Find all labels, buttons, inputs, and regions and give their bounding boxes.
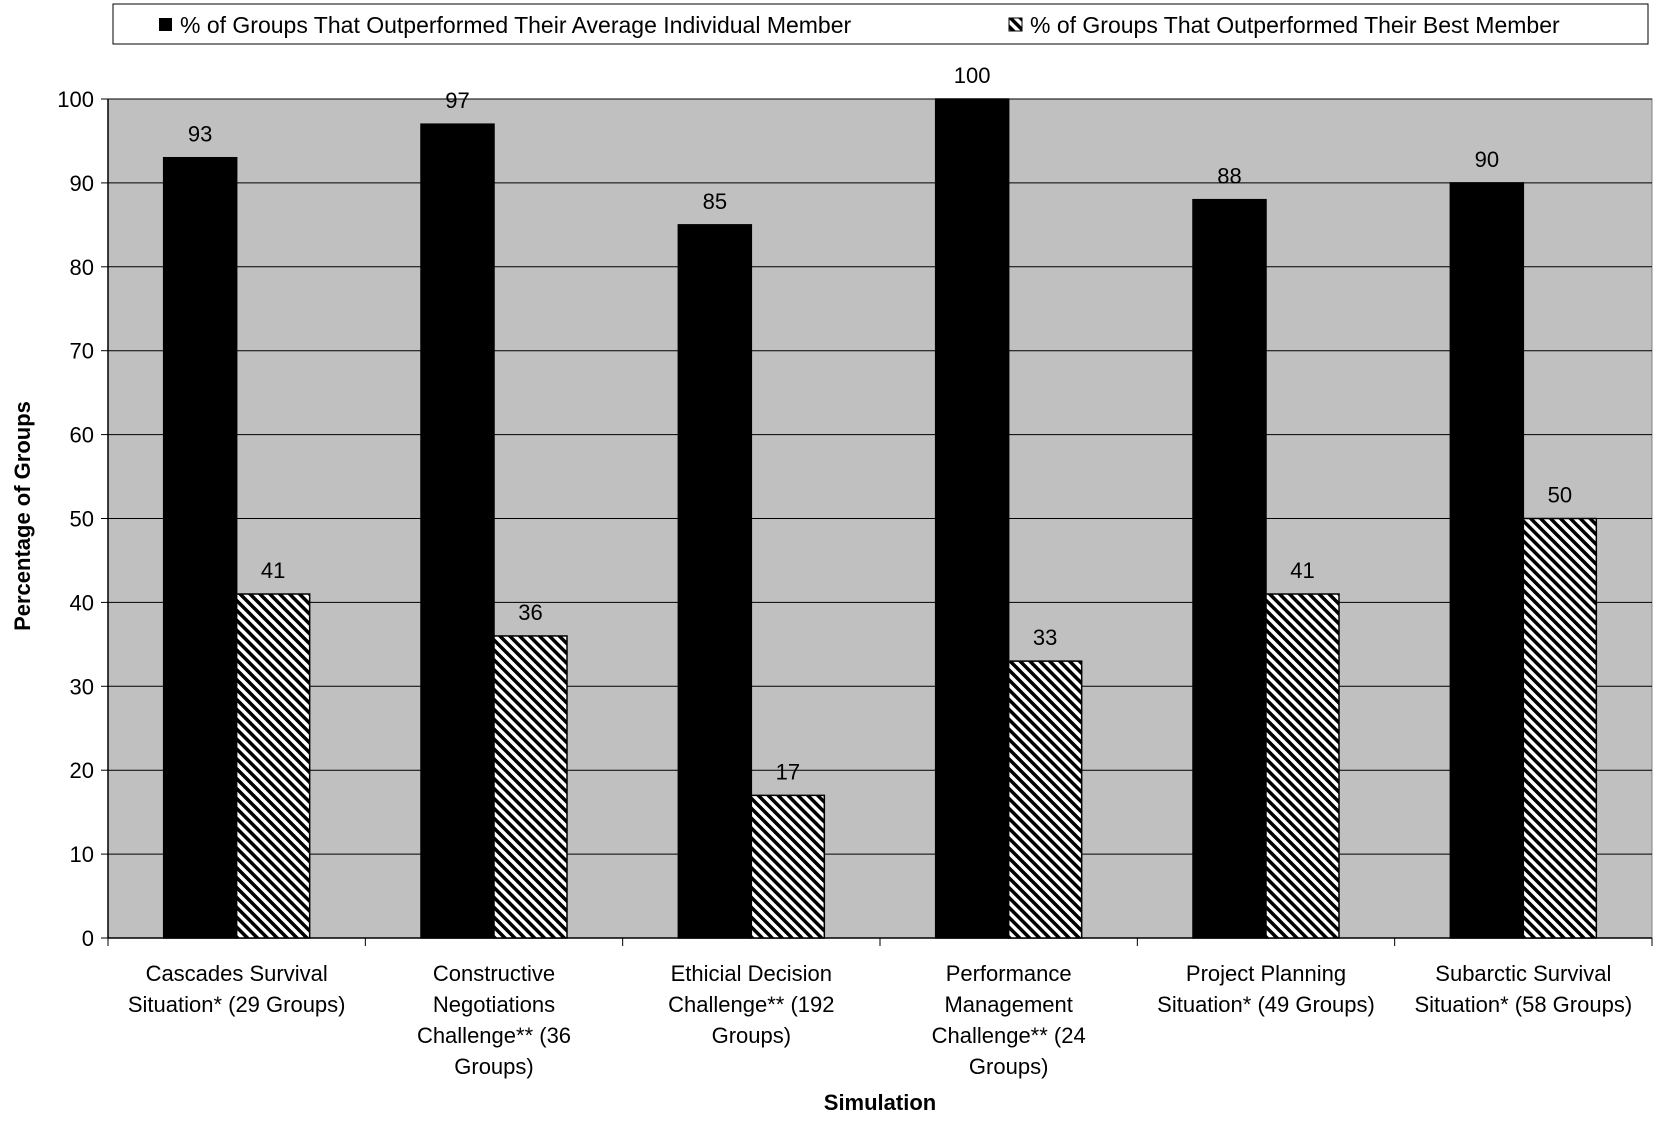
legend-label-best-member: % of Groups That Outperformed Their Best… [1030,12,1560,38]
bar-best-member [1007,660,1083,939]
y-tick-label: 100 [57,87,94,112]
y-tick-label: 20 [70,758,94,783]
data-label: 97 [445,88,469,113]
bar-average-member [1449,182,1525,939]
data-label: 33 [1033,625,1057,650]
bar-average-member [677,224,753,939]
x-category-label: Subarctic Survival Situation* (58 Groups) [1414,961,1632,1017]
data-label: 85 [703,189,727,214]
legend-swatch-best-member [1008,17,1023,32]
data-label: 41 [1290,558,1314,583]
bar-average-member [162,156,238,939]
data-label: 36 [518,600,542,625]
x-axis-title: Simulation [824,1090,936,1115]
y-tick-label: 0 [82,926,94,951]
bar-average-member [1192,198,1267,939]
bar-best-member [1265,593,1340,939]
data-label: 93 [188,122,212,147]
legend-label-average-member: % of Groups That Outperformed Their Aver… [180,12,852,38]
x-category-label: Cascades Survival Situation* (29 Groups) [128,961,346,1017]
bar-average-member [420,123,495,939]
data-label: 90 [1475,147,1499,172]
legend-swatch-average-member [159,18,172,31]
data-label: 50 [1548,483,1572,508]
bar-best-member [750,794,826,939]
x-category-label: Performance Management Challenge** (24 Grou… [932,961,1086,1079]
data-label: 41 [261,558,285,583]
y-tick-label: 80 [70,255,94,280]
data-label: 88 [1217,164,1241,189]
legend-box [112,3,1649,45]
bar-best-member [235,593,311,939]
x-category-label: Project Planning Situation* (49 Groups) [1157,961,1375,1017]
data-label: 17 [776,759,800,784]
y-tick-label: 50 [70,507,94,532]
y-axis-title: Percentage of Groups [10,401,35,631]
y-tick-label: 60 [70,423,94,448]
bar-average-member [934,98,1010,939]
bar-best-member [1522,517,1598,939]
y-tick-label: 30 [70,674,94,699]
bar-best-member [493,635,568,939]
y-tick-label: 90 [70,171,94,196]
y-tick-label: 10 [70,842,94,867]
y-tick-label: 70 [70,339,94,364]
x-category-label: Constructive Negotiations Challenge** (36 G… [417,961,571,1079]
y-tick-label: 40 [70,590,94,615]
data-label: 100 [954,63,991,88]
x-category-label: Ethicial Decision Challenge** (192 Groups) [668,961,834,1048]
